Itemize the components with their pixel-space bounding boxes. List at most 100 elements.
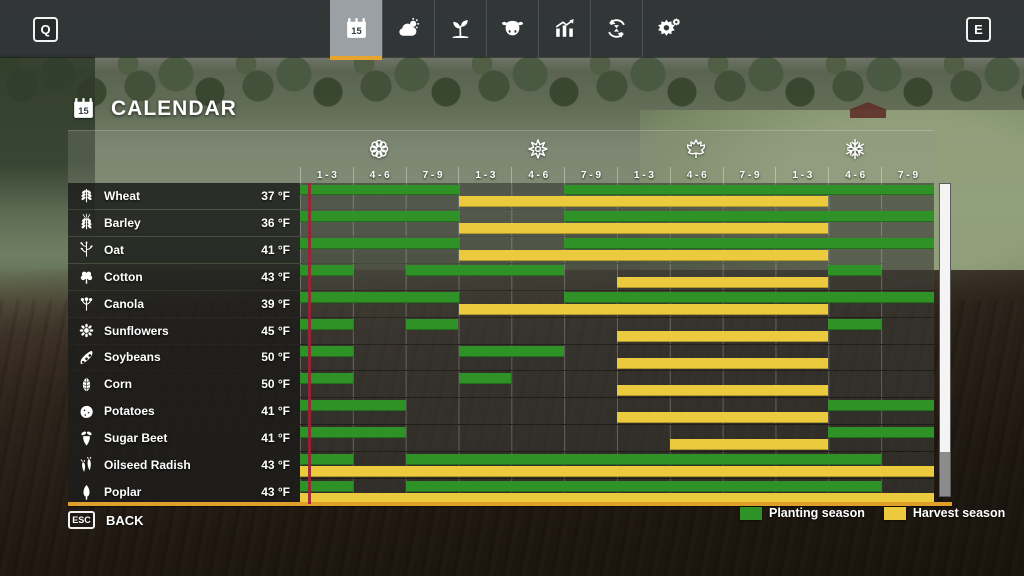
planting-bar [300, 319, 353, 331]
planting-bar [564, 211, 934, 223]
period-label-summer-0: 1 - 3 [458, 167, 511, 183]
season-spring [300, 131, 459, 167]
planting-season-label: Planting season [769, 506, 865, 520]
germination-temperature: 39 °F [261, 296, 290, 311]
sugar-beet-icon [74, 429, 98, 448]
crop-rows: Wheat 37 °F Barley 36 °F Oat 41 °F Cotton 43 °F… [68, 183, 934, 507]
back-control[interactable]: ESC BACK [68, 511, 144, 529]
planting-bar [405, 480, 882, 492]
tab-rotation[interactable] [590, 0, 642, 57]
cotton-icon [74, 267, 98, 286]
vertical-scrollbar[interactable] [939, 183, 951, 497]
harvest-bar [617, 331, 829, 342]
germination-temperature: 45 °F [261, 323, 290, 338]
planting-bar [828, 319, 882, 331]
crop-row-oat: Oat 41 °F [68, 236, 934, 264]
planting-season-swatch [740, 506, 762, 520]
crop-name: Wheat [104, 188, 140, 203]
planting-bar [564, 238, 934, 250]
period-label-autumn-2: 7 - 9 [722, 167, 776, 183]
crop-label-oat: Oat 41 °F [68, 236, 300, 263]
tab-settings[interactable] [642, 0, 694, 57]
crop-name: Oat [104, 242, 125, 257]
period-label-autumn-1: 4 - 6 [669, 167, 723, 183]
statistics-icon [551, 15, 578, 42]
crop-row-oilseed-radish: Oilseed Radish 43 °F [68, 452, 934, 480]
tab-animals[interactable] [486, 0, 538, 57]
crop-season-chart-cotton [300, 263, 934, 290]
tab-statistics[interactable] [538, 0, 590, 57]
tab-weather[interactable] [382, 0, 434, 57]
planting-bar [405, 319, 459, 331]
crop-row-corn: Corn 50 °F [68, 371, 934, 399]
crop-name: Poplar [104, 485, 142, 500]
menu-tabs: 15 [330, 0, 694, 60]
planting-bar [300, 399, 406, 411]
snowflake-icon [842, 136, 868, 162]
period-label-spring-2: 7 - 9 [405, 167, 459, 183]
panel-bottom-accent [68, 502, 952, 506]
planting-bar [405, 265, 565, 277]
germination-temperature: 37 °F [261, 188, 290, 203]
harvest-bar [458, 223, 829, 235]
crop-label-potatoes: Potatoes 41 °F [68, 398, 300, 425]
crop-season-chart-soybeans [300, 344, 934, 371]
germination-temperature: 43 °F [261, 269, 290, 284]
scrollbar-thumb[interactable] [940, 184, 950, 453]
gear-icon [655, 15, 682, 42]
poplar-icon [74, 483, 98, 502]
planting-bar [300, 238, 459, 250]
planting-bar [300, 480, 353, 492]
tab-crops[interactable] [434, 0, 486, 57]
crop-season-chart-oilseed-radish [300, 452, 934, 479]
crop-label-poplar: Poplar 43 °F [68, 479, 300, 506]
tab-calendar[interactable]: 15 [330, 0, 382, 60]
planting-bar [458, 346, 565, 357]
esc-key-hint[interactable]: ESC [68, 511, 95, 529]
season-winter [776, 131, 935, 167]
key-hint-e[interactable]: E [966, 17, 991, 42]
germination-temperature: 50 °F [261, 350, 290, 365]
crop-row-sunflowers: Sunflowers 45 °F [68, 317, 934, 345]
germination-temperature: 41 °F [261, 404, 290, 419]
crop-season-chart-oat [300, 236, 934, 263]
calendar-icon: 15 [343, 15, 370, 42]
planting-bar [564, 184, 934, 196]
crop-row-soybeans: Soybeans 50 °F [68, 344, 934, 372]
page-header: 15 CALENDAR [70, 95, 237, 122]
germination-temperature: 43 °F [261, 458, 290, 473]
period-label-winter-1: 4 - 6 [828, 167, 881, 183]
period-label-spring-0: 1 - 3 [300, 167, 353, 183]
harvest-bar [300, 465, 934, 477]
current-day-line [308, 183, 312, 504]
cycle-icon [603, 15, 630, 42]
crop-season-chart-wheat [300, 183, 934, 209]
key-hint-q[interactable]: Q [33, 17, 58, 42]
crop-row-sugar-beet: Sugar Beet 41 °F [68, 425, 934, 453]
sunflower-icon [74, 321, 98, 340]
crop-name: Sugar Beet [104, 431, 168, 446]
crop-label-corn: Corn 50 °F [68, 371, 300, 398]
cow-icon [499, 15, 526, 42]
germination-temperature: 41 °F [261, 431, 290, 446]
crop-season-chart-sugar-beet [300, 425, 934, 452]
crop-name: Cotton [104, 269, 143, 284]
crop-name: Barley [104, 215, 141, 230]
crop-label-sunflowers: Sunflowers 45 °F [68, 317, 300, 344]
corn-icon [74, 375, 98, 394]
flower-icon [366, 136, 392, 162]
back-label: BACK [106, 512, 144, 528]
crop-row-canola: Canola 39 °F [68, 290, 934, 318]
crop-name: Potatoes [104, 404, 155, 419]
sun-icon [525, 136, 551, 162]
barn-roof [850, 102, 886, 118]
season-autumn [617, 131, 776, 167]
crop-row-poplar: Poplar 43 °F [68, 479, 934, 507]
planting-bar [300, 453, 353, 465]
harvest-bar [617, 411, 829, 423]
harvest-bar [669, 438, 829, 450]
